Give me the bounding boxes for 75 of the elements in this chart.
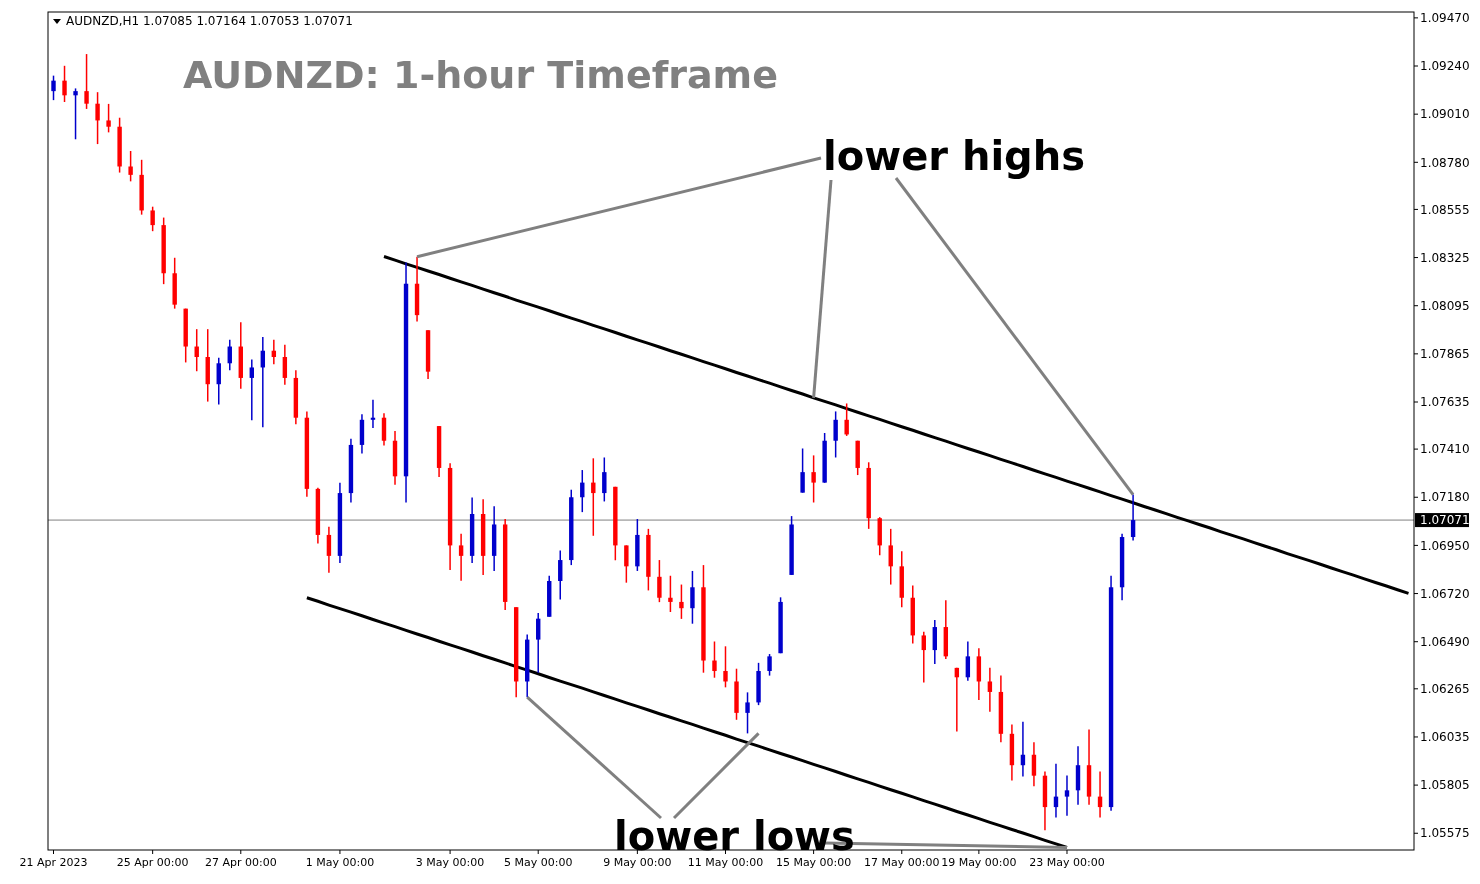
x-tick-label: 1 May 00:00 (305, 856, 375, 869)
candlestick (1031, 741, 1037, 788)
candlestick (723, 645, 728, 689)
y-tick-label: 1.09010 (1420, 107, 1470, 122)
candlestick (833, 410, 838, 459)
candlestick (987, 667, 993, 713)
candlestick (1130, 493, 1136, 542)
line-series (382, 255, 1410, 595)
candlestick (921, 630, 926, 684)
candlestick (888, 528, 893, 586)
y-tick-label: 1.08095 (1420, 298, 1470, 313)
candlestick (128, 150, 133, 183)
candlestick (602, 456, 607, 503)
text: AUDNZD: 1-hour Timeframe (183, 53, 778, 97)
candlestick (811, 454, 816, 504)
candlestick (679, 583, 684, 620)
candlestick (51, 74, 56, 101)
candlestick (536, 612, 541, 674)
candlestick (326, 526, 332, 574)
x-tick-label: 23 May 00:00 (1029, 856, 1105, 869)
candlestick (95, 91, 100, 145)
x-tick-label: 19 May 00:00 (941, 856, 1017, 869)
candlestick (62, 65, 67, 103)
y-tick-label: 1.07180 (1420, 490, 1470, 505)
candlestick (73, 87, 78, 141)
candlestick (624, 544, 629, 584)
x-tick-label: 5 May 00:00 (504, 856, 573, 869)
y-tick-label: 1.09470 (1420, 11, 1470, 26)
y-tick-label: 1.08555 (1420, 202, 1470, 217)
y-tick-label: 1.07635 (1420, 395, 1470, 410)
x-tick-label: 21 Apr 2023 (19, 856, 88, 869)
y-tick-label: 1.08325 (1420, 250, 1470, 265)
candlestick (381, 412, 387, 447)
candlestick (690, 570, 695, 625)
y-tick-label: 1.07410 (1420, 442, 1470, 457)
x-tick-label: 9 May 00:00 (603, 856, 672, 869)
chart-subtitle: AUDNZD,H1 1.07085 1.07164 1.07053 1.07071 (66, 14, 353, 28)
candlestick (932, 619, 937, 665)
y-tick-label: 1.06950 (1420, 538, 1470, 553)
x-tick-label: 25 Apr 00:00 (116, 856, 189, 869)
annotation: lower lows (614, 813, 855, 859)
candlestick (458, 532, 464, 582)
y-tick-label: 1.05805 (1420, 778, 1470, 793)
y-tick-label: 1.08780 (1420, 155, 1470, 170)
candlestick (150, 205, 155, 232)
candlestick (800, 447, 805, 494)
x-tick-label: 15 May 00:00 (775, 856, 852, 869)
candlestick (767, 653, 772, 677)
x-tick-label: 11 May 00:00 (687, 856, 764, 869)
candlestick (657, 559, 662, 603)
ref-line-label: 1.07071 (1420, 513, 1470, 528)
candlestick (591, 457, 596, 537)
candlestick (712, 640, 717, 679)
candlestick (745, 691, 750, 735)
y-tick-label: 1.06490 (1420, 634, 1470, 649)
x-tick-label: 17 May 00:00 (864, 856, 940, 869)
y-tick-label: 1.06265 (1420, 682, 1470, 697)
y-tick-label: 1.09240 (1420, 59, 1470, 74)
candlestick (844, 402, 849, 437)
candlestick (965, 640, 971, 682)
candlestick (1064, 774, 1070, 817)
y-tick-label: 1.07865 (1420, 347, 1470, 362)
candlestick (106, 103, 111, 134)
candlestick (249, 358, 254, 421)
y-tick-label: 1.06720 (1420, 586, 1470, 601)
candlestick (282, 344, 288, 386)
candlestick (216, 356, 221, 406)
candlestick (558, 549, 563, 601)
annotation: lower highs (823, 133, 1086, 179)
y-tick-label: 1.05575 (1420, 826, 1470, 841)
y-tick-label: 1.06035 (1420, 730, 1470, 745)
x-tick-label: 27 Apr 00:00 (204, 856, 277, 869)
candlestick (84, 53, 89, 110)
candlestick (668, 575, 673, 613)
x-tick-label: 3 May 00:00 (415, 856, 485, 869)
